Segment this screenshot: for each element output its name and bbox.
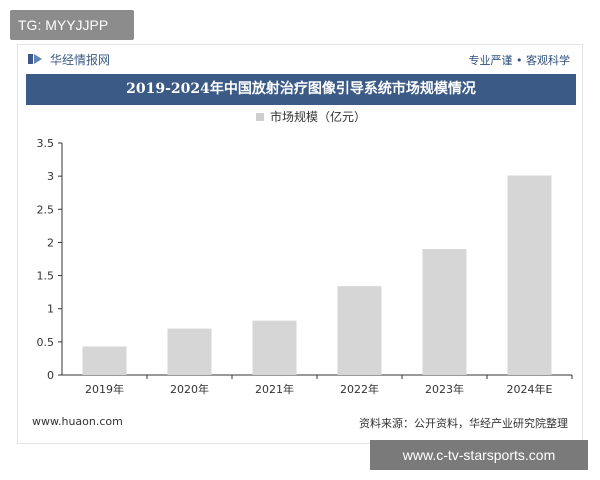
y-tick-label: 2	[47, 236, 54, 249]
legend-swatch	[256, 113, 264, 121]
x-tick-label: 2019年	[85, 382, 124, 396]
chart-title: 2019-2024年中国放射治疗图像引导系统市场规模情况	[26, 74, 576, 105]
bar	[507, 175, 552, 375]
legend: 市场规模（亿元）	[256, 109, 366, 124]
legend-label: 市场规模（亿元）	[270, 109, 366, 124]
y-tick-label: 2.5	[37, 203, 55, 216]
website-url: www.huaon.com	[32, 415, 123, 428]
data-source: 资料来源：公开资料，华经产业研究院整理	[359, 417, 568, 430]
x-tick-label: 2021年	[255, 382, 294, 396]
chart-card: 华经情报网 专业严谨 • 客观科学 2019-2024年中国放射治疗图像引导系统…	[17, 44, 583, 444]
y-tick-label: 3.5	[37, 137, 55, 150]
y-tick-label: 0.5	[37, 336, 55, 349]
y-tick-label: 0	[47, 369, 54, 382]
y-tick-label: 1.5	[37, 270, 55, 283]
bar	[252, 320, 297, 375]
slogan: 专业严谨 • 客观科学	[468, 54, 570, 67]
y-tick-label: 3	[47, 170, 54, 183]
bar	[337, 286, 382, 375]
x-tick-label: 2023年	[425, 382, 464, 396]
bar	[422, 249, 467, 375]
x-tick-label: 2020年	[170, 382, 209, 396]
x-tick-label: 2022年	[340, 382, 379, 396]
x-tick-label: 2024年E	[507, 382, 553, 396]
y-tick-label: 1	[47, 303, 54, 316]
bar	[167, 328, 212, 375]
brand-logo-icon	[28, 54, 42, 64]
bar-chart: 市场规模（亿元） 0 0.5 1 1.5 2 2.5 3 3.5 2019年 2020年 2021年 2…	[37, 109, 573, 396]
bar	[82, 346, 127, 375]
top-tag: TG: MYYJJPP	[10, 10, 134, 40]
brand-bar: 华经情报网 专业严谨 • 客观科学	[18, 45, 582, 73]
brand-name: 华经情报网	[50, 53, 111, 67]
site-watermark: www.c-tv-starsports.com	[370, 440, 588, 470]
